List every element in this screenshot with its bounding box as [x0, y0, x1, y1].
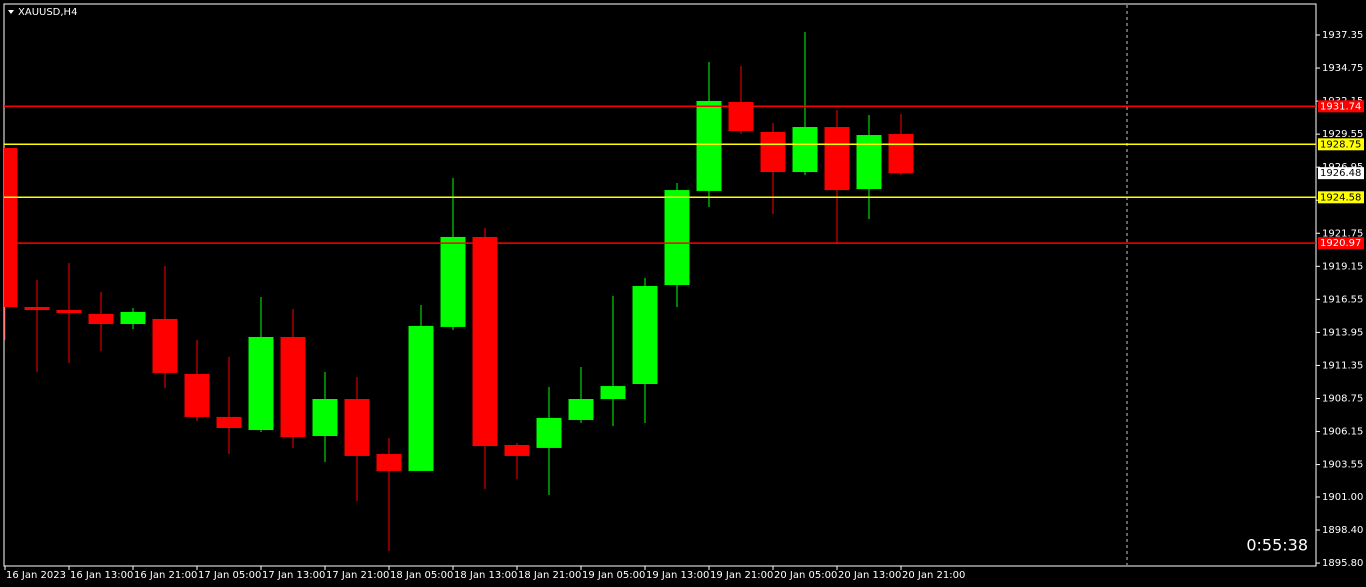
candle-body [824, 127, 850, 191]
candle-body [760, 131, 786, 173]
level-label: 1920.97 [1320, 238, 1361, 249]
plot [4, 31, 914, 552]
y-tick-label: 1937.35 [1322, 30, 1363, 41]
y-tick-label: 1913.95 [1322, 327, 1363, 338]
y-tick-label: 1901.00 [1322, 492, 1363, 503]
y-tick-label: 1908.75 [1322, 393, 1363, 404]
x-tick-label: 16 Jan 2023 [6, 570, 66, 581]
x-tick-label: 19 Jan 05:00 [582, 570, 645, 581]
candle-body [376, 454, 402, 471]
y-tick-label: 1921.75 [1322, 228, 1363, 239]
candle-body [24, 306, 50, 311]
x-tick-label: 20 Jan 05:00 [774, 570, 837, 581]
current-price-bg [1318, 167, 1364, 180]
candle-body [344, 399, 370, 456]
y-tick-label: 1895.80 [1322, 558, 1363, 569]
candle-body [408, 325, 434, 471]
y-tick-label: 1906.15 [1322, 427, 1363, 438]
level-label-bg [1318, 237, 1364, 250]
candle-body [216, 416, 242, 428]
candle-body [536, 417, 562, 448]
timer: 0:55:38 [1246, 536, 1308, 555]
candle-body [472, 236, 498, 447]
x-tick-label: 18 Jan 21:00 [518, 570, 581, 581]
x-tick-label: 17 Jan 21:00 [326, 570, 389, 581]
candle-body [696, 100, 722, 191]
x-tick-label: 17 Jan 13:00 [262, 570, 325, 581]
candle-body [280, 336, 306, 438]
x-tick-label: 16 Jan 13:00 [70, 570, 133, 581]
y-tick-label: 1916.55 [1322, 294, 1363, 305]
level-label-bg [1318, 191, 1364, 204]
y-tick-label: 1929.55 [1322, 129, 1363, 140]
candle-body [152, 318, 178, 373]
x-tick-label: 16 Jan 21:00 [134, 570, 197, 581]
y-tick-label: 1903.55 [1322, 460, 1363, 471]
candle-body [88, 313, 114, 325]
x-tick-label: 18 Jan 13:00 [454, 570, 517, 581]
candle-body [856, 135, 882, 190]
candle-body [4, 147, 18, 307]
level-label: 1924.58 [1320, 192, 1361, 203]
candle-body [632, 286, 658, 385]
candle-body [248, 336, 274, 431]
x-tick-label: 20 Jan 13:00 [838, 570, 901, 581]
candle-body [568, 399, 594, 420]
x-tick-label: 17 Jan 05:00 [198, 570, 261, 581]
x-tick-label: 19 Jan 13:00 [646, 570, 709, 581]
y-tick-label: 1898.40 [1322, 525, 1363, 536]
level-label: 1928.75 [1320, 139, 1361, 150]
y-tick-label: 1919.15 [1322, 261, 1363, 272]
level-label-bg [1318, 100, 1364, 113]
candle-body [56, 310, 82, 313]
candle-body [120, 311, 146, 325]
candle-body [600, 386, 626, 400]
candle-body [792, 127, 818, 173]
chart-title: XAUUSD,H4 [18, 7, 77, 18]
level-label: 1931.74 [1320, 101, 1361, 112]
level-label-bg [1318, 138, 1364, 151]
candle-body [440, 236, 466, 327]
candle-body [888, 134, 914, 174]
candle-body [184, 373, 210, 417]
candle-body [504, 445, 530, 456]
y-tick-label: 1911.35 [1322, 360, 1363, 371]
current-price-label: 1926.48 [1320, 168, 1361, 179]
x-tick-label: 18 Jan 05:00 [390, 570, 453, 581]
candle-body [312, 399, 338, 436]
menu-arrow [8, 10, 14, 14]
y-tick-label: 1934.75 [1322, 63, 1363, 74]
plot-frame [3, 3, 1317, 567]
x-tick-label: 20 Jan 21:00 [902, 570, 965, 581]
x-tick-label: 19 Jan 21:00 [710, 570, 773, 581]
candle-body [664, 190, 690, 285]
